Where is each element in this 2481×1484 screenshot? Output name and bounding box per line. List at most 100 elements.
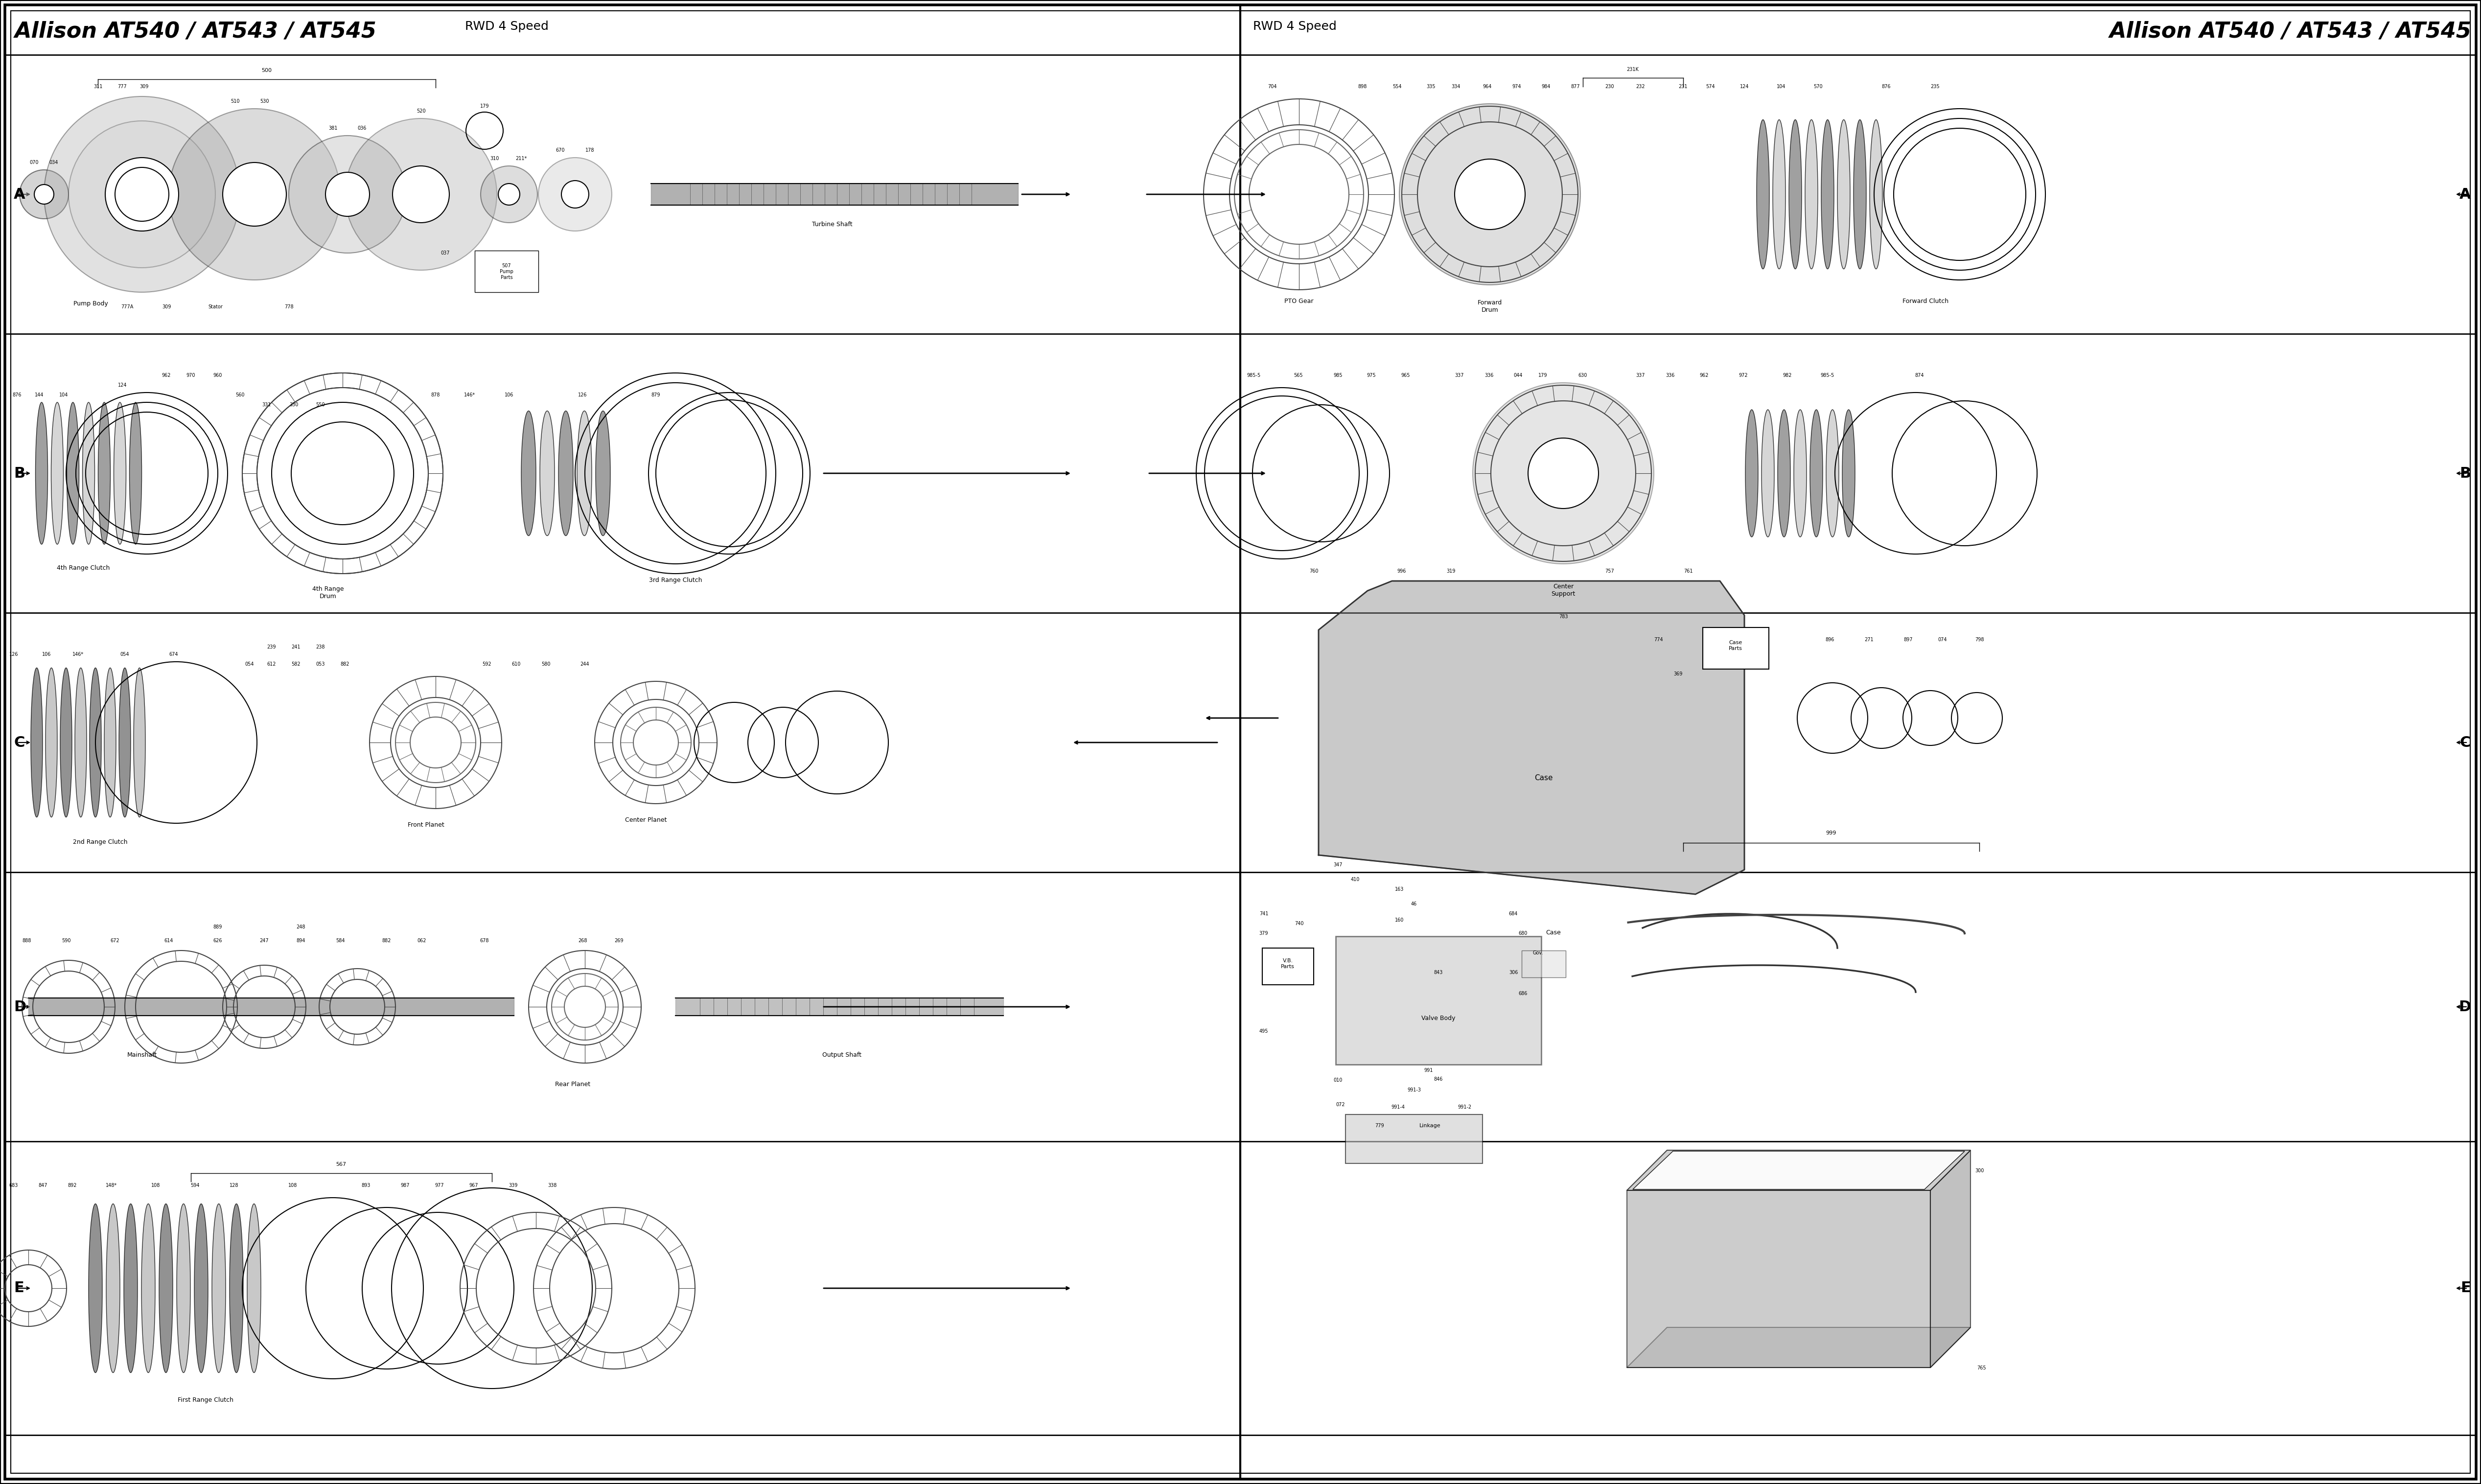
Text: V.B.
Parts: V.B. Parts (1280, 959, 1295, 969)
Text: 680: 680 (1518, 930, 1528, 936)
Text: 967: 967 (469, 1183, 479, 1187)
Text: 271: 271 (1866, 637, 1873, 643)
Ellipse shape (211, 1204, 226, 1373)
Ellipse shape (104, 668, 117, 818)
Polygon shape (1628, 1190, 1930, 1368)
Text: 590: 590 (62, 938, 69, 944)
Text: 847: 847 (40, 1183, 47, 1187)
Text: PTO Gear: PTO Gear (1285, 298, 1312, 304)
Text: 311: 311 (94, 85, 102, 89)
Text: 991-2: 991-2 (1456, 1104, 1471, 1110)
Ellipse shape (35, 402, 47, 545)
Text: A: A (2459, 187, 2471, 202)
Text: 977: 977 (434, 1183, 444, 1187)
Text: E: E (2461, 1281, 2471, 1296)
Text: 757: 757 (1605, 568, 1615, 574)
Ellipse shape (141, 1204, 156, 1373)
Circle shape (223, 162, 285, 226)
Ellipse shape (521, 411, 536, 536)
Text: 248: 248 (298, 925, 305, 929)
Ellipse shape (1757, 120, 1769, 269)
Text: 985-5: 985-5 (1248, 372, 1260, 378)
Text: First Range Clutch: First Range Clutch (179, 1396, 233, 1404)
Text: 507
Pump
Parts: 507 Pump Parts (499, 264, 514, 280)
Text: Linkage: Linkage (1419, 1123, 1441, 1128)
Text: 144: 144 (35, 393, 45, 398)
Text: 331: 331 (263, 402, 270, 407)
Text: 146*: 146* (464, 393, 476, 398)
Text: 594: 594 (191, 1183, 198, 1187)
Text: Case: Case (1536, 775, 1553, 782)
Text: Case: Case (1546, 929, 1561, 936)
Text: 070: 070 (30, 160, 40, 165)
Circle shape (1399, 104, 1580, 285)
Text: 500: 500 (261, 68, 273, 73)
Ellipse shape (1811, 410, 1824, 537)
Text: 104: 104 (60, 393, 67, 398)
Circle shape (45, 96, 241, 292)
Text: 300: 300 (1975, 1168, 1985, 1174)
Ellipse shape (1774, 120, 1786, 269)
Text: 565: 565 (1293, 372, 1303, 378)
Ellipse shape (107, 1204, 119, 1373)
Circle shape (392, 166, 449, 223)
Ellipse shape (129, 402, 141, 545)
Text: 684: 684 (1508, 911, 1518, 916)
Text: 991-4: 991-4 (1392, 1104, 1404, 1110)
Text: 774: 774 (1655, 637, 1662, 643)
Text: 241: 241 (293, 644, 300, 650)
Text: Valve Body: Valve Body (1422, 1015, 1456, 1021)
Text: 337: 337 (1635, 372, 1645, 378)
Text: 894: 894 (298, 938, 305, 944)
Text: 369: 369 (1675, 672, 1682, 677)
Ellipse shape (1871, 120, 1883, 269)
Circle shape (499, 184, 521, 205)
Text: 567: 567 (335, 1162, 347, 1166)
Text: 238: 238 (315, 644, 325, 650)
Text: Allison AT540 / AT543 / AT545: Allison AT540 / AT543 / AT545 (2109, 21, 2471, 42)
Text: 570: 570 (1814, 85, 1824, 89)
Text: 510: 510 (231, 99, 241, 104)
Ellipse shape (176, 1204, 191, 1373)
Text: 741: 741 (1260, 911, 1268, 916)
Text: 46: 46 (1412, 902, 1417, 907)
Circle shape (288, 135, 407, 254)
Text: 761: 761 (1685, 568, 1692, 574)
Text: 798: 798 (1975, 637, 1985, 643)
Text: 334: 334 (1451, 85, 1461, 89)
Text: 882: 882 (382, 938, 392, 944)
Ellipse shape (578, 411, 593, 536)
Text: 560: 560 (236, 393, 243, 398)
Ellipse shape (1826, 410, 1838, 537)
Text: 163: 163 (1394, 887, 1404, 892)
Circle shape (325, 172, 370, 217)
Text: 683: 683 (10, 1183, 17, 1187)
Text: RWD 4 Speed: RWD 4 Speed (464, 21, 548, 33)
Text: 148*: 148* (107, 1183, 117, 1187)
Text: 893: 893 (362, 1183, 370, 1187)
Text: 896: 896 (1826, 637, 1833, 643)
Text: 410: 410 (1350, 877, 1360, 881)
Text: 584: 584 (335, 938, 345, 944)
Text: RWD 4 Speed: RWD 4 Speed (1253, 21, 1337, 33)
Text: Front Planet: Front Planet (407, 822, 444, 828)
Text: 874: 874 (1915, 372, 1925, 378)
Ellipse shape (1744, 410, 1759, 537)
Circle shape (1528, 438, 1598, 509)
Circle shape (538, 157, 613, 232)
Circle shape (1474, 383, 1655, 564)
Text: 336: 336 (1484, 372, 1494, 378)
Text: 996: 996 (1397, 568, 1407, 574)
Circle shape (561, 181, 588, 208)
Text: 520: 520 (417, 108, 424, 114)
Text: 104: 104 (1776, 85, 1786, 89)
Ellipse shape (45, 668, 57, 818)
Text: 146*: 146* (72, 651, 84, 657)
Text: 877: 877 (1570, 85, 1580, 89)
Text: 991-3: 991-3 (1407, 1088, 1422, 1092)
Text: 879: 879 (653, 393, 660, 398)
Circle shape (35, 184, 55, 205)
Bar (1702, 628, 1769, 669)
Text: 554: 554 (1392, 85, 1402, 89)
Text: Center
Support: Center Support (1551, 583, 1575, 597)
